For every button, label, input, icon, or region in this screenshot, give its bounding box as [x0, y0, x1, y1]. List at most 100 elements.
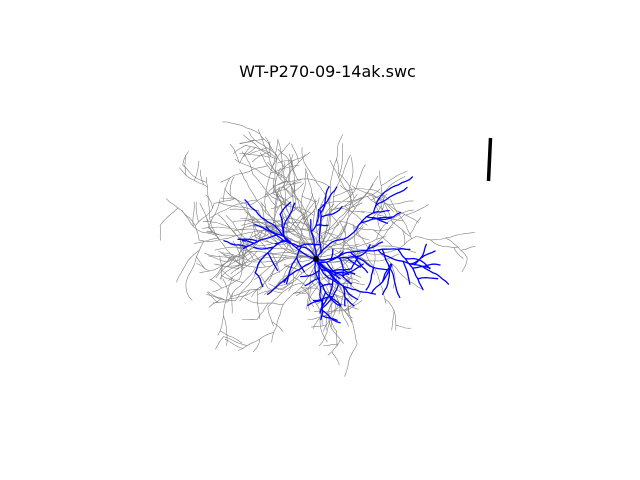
- dendrite-segment: [289, 153, 296, 194]
- dendrite-segment: [338, 143, 344, 179]
- dendrite-segment: [258, 239, 281, 274]
- axon-segment: [300, 269, 320, 278]
- dendrite-segment: [239, 153, 270, 158]
- dendrite-segment: [330, 261, 346, 300]
- dendrite-segment: [316, 213, 321, 234]
- axon-segment: [381, 248, 391, 295]
- axon-segment: [296, 243, 322, 248]
- dendrite-segment: [295, 200, 318, 229]
- axon-segment: [266, 275, 290, 295]
- axon-segment: [319, 186, 338, 210]
- dendrite-segment: [256, 302, 269, 320]
- dendrite-segment: [182, 164, 207, 183]
- dendrite-segment: [307, 287, 314, 307]
- dendrite-segment: [245, 202, 255, 227]
- dendrite-segment: [270, 164, 300, 174]
- axon-segment: [320, 205, 343, 218]
- dendrite-segment: [165, 198, 200, 241]
- dendrite-segment: [331, 351, 340, 365]
- axon-segment: [346, 257, 361, 268]
- dendrite-segment: [264, 138, 279, 213]
- dendrite-segment: [242, 235, 266, 257]
- dendrite-segment: [230, 144, 240, 163]
- axon-segment: [417, 276, 439, 280]
- dendrite-segment: [215, 251, 253, 278]
- dendrite-segment: [344, 229, 346, 245]
- dendrite-segment: [231, 197, 251, 206]
- figure-title: WT-P270-09-14ak.swc: [239, 62, 416, 81]
- dendrite-segment: [314, 199, 323, 245]
- axon-segment: [315, 224, 329, 227]
- dendrite-segment: [253, 261, 279, 263]
- dendrite-segment: [306, 274, 311, 310]
- dendrite-segment: [251, 256, 282, 298]
- dendrite-segment: [229, 257, 244, 266]
- dendrite-segment: [269, 232, 280, 245]
- dendrite-segment: [271, 259, 315, 293]
- dendrite-segment: [239, 139, 265, 144]
- dendrite-segment: [239, 169, 317, 259]
- dendrite-segment: [293, 277, 307, 286]
- dendrite-segment: [237, 332, 274, 351]
- axon-segment: [372, 176, 414, 214]
- dendrite-segment: [241, 151, 253, 175]
- axon-segment: [283, 258, 317, 283]
- dendrite-segment: [300, 208, 315, 216]
- dendrite-segment: [196, 256, 206, 270]
- dendrite-segment: [402, 229, 406, 245]
- dendrite-segment: [217, 277, 233, 336]
- dendrite-segment: [344, 343, 358, 377]
- dendrite-segment: [377, 202, 385, 216]
- dendrite-segment: [159, 207, 179, 226]
- axon-segment: [365, 211, 402, 221]
- axon-segment: [365, 266, 375, 291]
- dendrite-segment: [415, 232, 475, 241]
- dendrite-segment: [229, 176, 235, 197]
- axon-segment: [254, 239, 284, 274]
- dendrite-segment: [271, 142, 291, 168]
- dendrite-segment: [286, 217, 325, 241]
- dendrite-segment: [377, 210, 381, 231]
- axon-segment: [244, 199, 257, 212]
- dendrite-segment: [324, 206, 337, 217]
- dendrite-segment: [257, 290, 273, 295]
- dendrite-segment: [225, 285, 264, 301]
- axon-segment: [312, 295, 334, 302]
- dendrite-segment: [373, 229, 393, 247]
- dendrite-segment: [315, 176, 379, 260]
- dendrite-segment: [330, 164, 366, 212]
- dendrite-segment: [241, 222, 267, 226]
- dendrite-segment: [225, 215, 279, 246]
- dendrite-segment: [193, 237, 219, 244]
- dendrite-segment: [336, 158, 339, 174]
- axon-segment: [397, 248, 424, 291]
- axon-segment: [381, 263, 392, 283]
- dendrite-segment: [222, 278, 232, 298]
- dendrite-segment: [209, 278, 222, 289]
- axon-segment: [304, 277, 320, 287]
- axon-segment: [375, 217, 388, 224]
- dendrite-segment: [222, 177, 230, 203]
- dendrite-segment: [291, 143, 299, 163]
- dendrite-segment: [301, 147, 331, 262]
- dendrite-segment: [232, 224, 257, 232]
- dendrite-segment: [301, 195, 316, 203]
- dendrite-segment: [207, 291, 227, 301]
- dendrite-segment: [405, 204, 429, 216]
- dendrite-segment: [206, 231, 242, 236]
- dendrite-segment: [260, 274, 268, 289]
- dendrite-segment: [253, 338, 261, 352]
- axon-segment: [344, 297, 355, 307]
- dendrite-segment: [409, 217, 422, 235]
- dendrite-segment: [330, 304, 339, 329]
- dendrite-segment: [430, 239, 459, 248]
- dendrite-segment: [332, 251, 362, 272]
- dendrite-segment: [239, 289, 250, 302]
- dendrite-segment: [185, 240, 205, 301]
- dendrite-segment: [277, 259, 318, 290]
- dendrite-segment: [244, 297, 284, 305]
- axon-segment: [315, 258, 353, 285]
- axon-segment: [321, 281, 339, 309]
- dendrite-segment: [254, 255, 287, 280]
- dendrite-segment: [269, 252, 305, 255]
